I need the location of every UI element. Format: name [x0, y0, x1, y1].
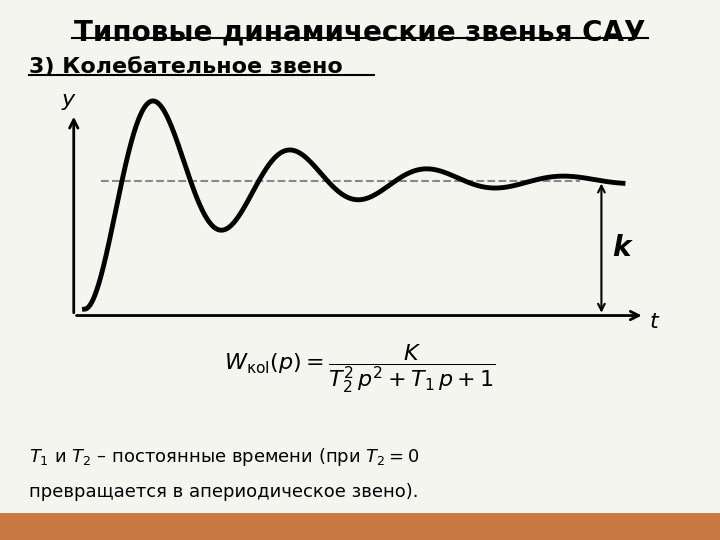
Text: k: k: [612, 234, 631, 262]
Text: превращается в апериодическое звено).: превращается в апериодическое звено).: [29, 483, 418, 501]
Text: t: t: [650, 312, 659, 332]
Text: $T_1$ и $T_2$ – постоянные времени (при $T_2 = 0$: $T_1$ и $T_2$ – постоянные времени (при …: [29, 446, 419, 468]
Text: y: y: [62, 90, 75, 110]
Text: Типовые динамические звенья САУ: Типовые динамические звенья САУ: [74, 19, 646, 47]
Text: 3) Колебательное звено: 3) Колебательное звено: [29, 57, 343, 77]
Text: $W_{\mathrm{\kappa o l}}(p) = \dfrac{K}{T_2^2\, p^2 + T_1\, p + 1}$: $W_{\mathrm{\kappa o l}}(p) = \dfrac{K}{…: [224, 343, 496, 395]
